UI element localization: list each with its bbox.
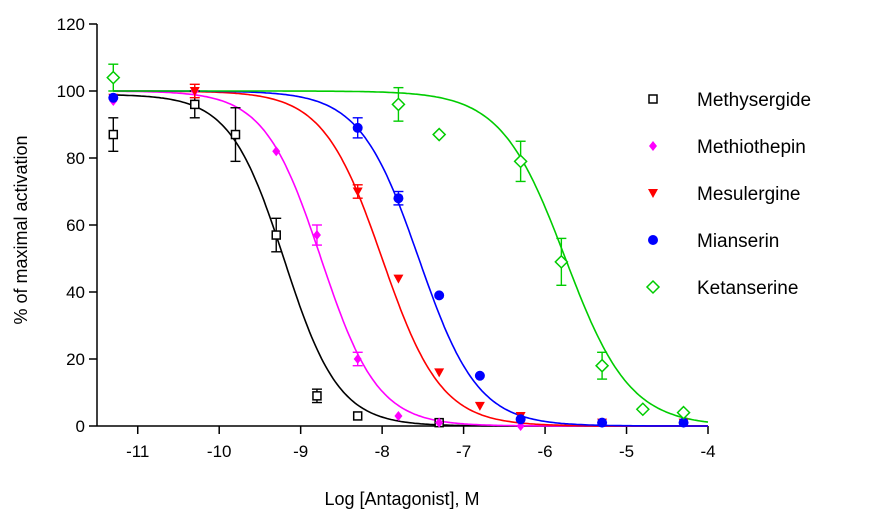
data-point-ketanserine [432,127,447,142]
data-point-mesulergine [474,401,485,411]
data-point-ketanserine [595,358,610,373]
axes: 0 20 40 60 80 100 120 -11 -10 -9 -8 -7 -6 -5 -4 [57,15,716,461]
x-axis-title: Log [Antagonist], M [324,489,479,509]
x-tick-label: -5 [619,442,634,461]
data-point-ketanserine [554,254,569,269]
data-point-methysergide [230,129,241,140]
legend-label-mianserin: Mianserin [697,231,779,252]
x-tick-label: -11 [126,442,149,461]
fit-curves [113,90,709,427]
data-point-mianserin [108,92,119,103]
legend-marker-ketanserine [645,279,661,295]
data-point-methysergide [312,391,322,401]
legend-marker-mesulergine [648,189,658,198]
data-point-mianserin [515,414,526,425]
x-tick-label: -10 [207,442,232,461]
data-point-methiothepin [394,410,403,421]
legend-label-mesulergine: Mesulergine [697,184,801,205]
y-axis-title: % of maximal activation [11,135,31,324]
data-point-methiothepin [435,417,444,428]
x-tick-label: -7 [456,442,471,461]
x-tick-label: -9 [293,442,308,461]
data-point-ketanserine [391,97,406,112]
y-tick-label: 80 [66,149,85,168]
legend: Methysergide Methiothepin Mesulergine Mians… [645,90,811,299]
fit-curve-mesulergine [113,90,708,427]
fit-curve-mianserin [113,90,708,427]
data-point-mianserin [352,122,363,133]
data-point-methysergide [271,230,281,240]
legend-marker-mianserin [648,235,658,245]
data-point-methiothepin [312,230,321,241]
data-point-ketanserine [676,405,691,420]
x-tick-label: -8 [375,442,390,461]
data-point-mesulergine [434,368,445,378]
fit-curve-methiothepin [113,90,708,427]
data-point-methiothepin [353,354,362,364]
legend-marker-methysergide [648,94,658,104]
data-point-ketanserine [106,70,121,85]
y-tick-label: 60 [66,216,85,235]
data-point-methysergide [352,411,363,421]
x-tick-label: -6 [538,442,553,461]
legend-label-ketanserine: Ketanserine [697,278,798,299]
fit-curve-ketanserine [113,90,709,423]
legend-marker-methiothepin [649,141,657,151]
data-point-ketanserine [513,154,528,169]
data-points [106,63,691,431]
y-tick-label: 0 [76,417,85,436]
y-tick-label: 100 [57,82,85,101]
legend-label-methysergide: Methysergide [697,90,811,111]
data-point-ketanserine [635,402,650,417]
data-point-mianserin [474,370,485,381]
data-point-methiothepin [272,146,281,157]
data-point-mianserin [678,417,689,428]
data-point-mianserin [393,193,404,204]
data-point-methysergide [190,99,200,110]
data-point-mianserin [434,290,445,301]
data-point-mesulergine [393,274,404,284]
y-tick-label: 120 [57,15,85,34]
fit-curve-methysergide [113,94,708,427]
data-point-mianserin [597,417,608,428]
x-tick-label: -4 [700,442,715,461]
data-point-methysergide [108,129,119,140]
y-tick-label: 40 [66,283,85,302]
legend-label-methiothepin: Methiothepin [697,137,806,158]
y-tick-label: 20 [66,350,85,369]
data-point-mesulergine [189,87,200,96]
data-point-mesulergine [352,187,363,197]
